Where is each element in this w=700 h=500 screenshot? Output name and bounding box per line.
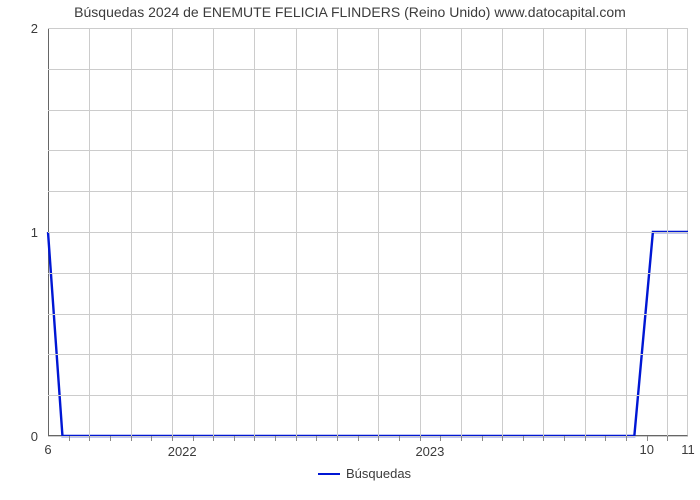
y-tick-label: 0 <box>0 429 38 444</box>
h-gridline <box>48 314 688 315</box>
x-minor-tick <box>420 436 421 441</box>
x-minor-tick <box>110 436 111 441</box>
x-minor-tick <box>89 436 90 441</box>
y-tick-label: 1 <box>0 225 38 240</box>
legend-label: Búsquedas <box>346 466 411 481</box>
plot-area <box>48 28 688 436</box>
v-gridline <box>337 28 338 436</box>
h-gridline <box>48 436 688 437</box>
x-minor-tick <box>502 436 503 441</box>
x-minor-tick <box>213 436 214 441</box>
v-gridline <box>254 28 255 436</box>
x-minor-tick <box>234 436 235 441</box>
v-gridline <box>461 28 462 436</box>
x-minor-tick <box>378 436 379 441</box>
v-gridline <box>585 28 586 436</box>
x-minor-tick <box>69 436 70 441</box>
x-minor-tick <box>399 436 400 441</box>
x-tick-label: 2023 <box>400 444 460 459</box>
x-minor-tick <box>296 436 297 441</box>
v-gridline <box>213 28 214 436</box>
v-gridline <box>626 28 627 436</box>
x-minor-tick <box>337 436 338 441</box>
x-tick-label: 2022 <box>152 444 212 459</box>
h-gridline <box>48 354 688 355</box>
x-minor-tick <box>172 436 173 441</box>
v-gridline <box>89 28 90 436</box>
h-gridline <box>48 273 688 274</box>
v-gridline <box>131 28 132 436</box>
h-gridline <box>48 232 688 233</box>
v-gridline <box>543 28 544 436</box>
v-gridline <box>378 28 379 436</box>
x-minor-tick <box>440 436 441 441</box>
x-minor-tick <box>647 436 648 441</box>
x-minor-tick <box>523 436 524 441</box>
x-minor-tick <box>605 436 606 441</box>
x-minor-tick <box>667 436 668 441</box>
x-minor-tick <box>151 436 152 441</box>
x-minor-tick <box>193 436 194 441</box>
h-gridline <box>48 191 688 192</box>
v-gridline <box>296 28 297 436</box>
v-gridline <box>172 28 173 436</box>
x-minor-tick <box>564 436 565 441</box>
x-minor-tick <box>316 436 317 441</box>
x-edge-label: 6 <box>34 442 62 457</box>
x-minor-tick <box>275 436 276 441</box>
v-gridline <box>502 28 503 436</box>
x-minor-tick <box>254 436 255 441</box>
chart-title: Búsquedas 2024 de ENEMUTE FELICIA FLINDE… <box>0 4 700 20</box>
h-gridline <box>48 28 688 29</box>
x-minor-tick <box>543 436 544 441</box>
x-edge-label: 11 <box>674 442 700 457</box>
h-gridline <box>48 150 688 151</box>
v-gridline <box>667 28 668 436</box>
legend-swatch <box>318 473 340 475</box>
y-tick-label: 2 <box>0 21 38 36</box>
x-minor-tick <box>585 436 586 441</box>
x-minor-tick <box>626 436 627 441</box>
x-minor-tick <box>131 436 132 441</box>
chart-container: Búsquedas 2024 de ENEMUTE FELICIA FLINDE… <box>0 0 700 500</box>
legend: Búsquedas <box>318 466 411 481</box>
x-minor-tick <box>482 436 483 441</box>
x-minor-tick <box>358 436 359 441</box>
h-gridline <box>48 110 688 111</box>
h-gridline <box>48 69 688 70</box>
h-gridline <box>48 395 688 396</box>
x-minor-tick <box>461 436 462 441</box>
x-edge-label: 10 <box>633 442 661 457</box>
v-gridline <box>420 28 421 436</box>
